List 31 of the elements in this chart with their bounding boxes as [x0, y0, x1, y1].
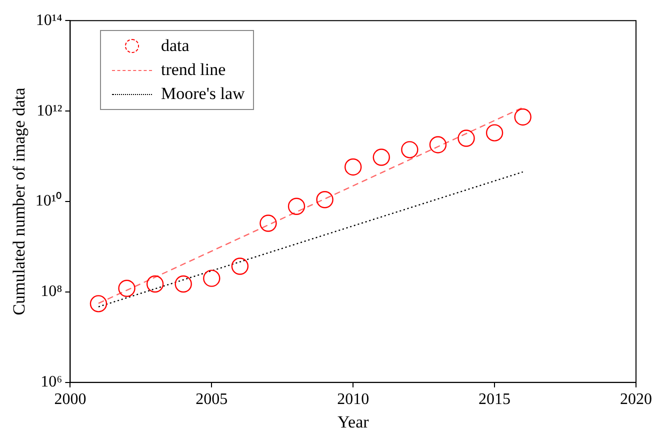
point — [146, 275, 164, 293]
x-tick-label: 2015 — [478, 391, 511, 408]
x-tick-label: 2020 — [620, 391, 652, 408]
x-tick-label: 2005 — [196, 391, 228, 408]
y-tick-label: 10⁸ — [40, 283, 62, 300]
point — [118, 280, 136, 297]
y-tick-label: 10¹² — [36, 102, 62, 120]
point — [344, 158, 362, 176]
legend-label: Moore's law — [161, 84, 245, 104]
x-tick-label: 2000 — [54, 391, 86, 408]
legend-label: trend line — [161, 60, 226, 80]
point — [203, 270, 220, 287]
point — [458, 130, 475, 147]
y-tick-label: 10¹⁰ — [35, 192, 62, 210]
legend-label: data — [161, 36, 190, 56]
point — [260, 214, 277, 232]
point — [316, 191, 334, 208]
point — [486, 124, 504, 142]
y-tick-label: 10⁶ — [40, 374, 62, 391]
point — [429, 136, 447, 154]
point — [401, 141, 418, 158]
point — [174, 275, 192, 293]
y-axis-title: Cumulated number of image data — [10, 87, 29, 316]
point — [231, 258, 249, 275]
x-tick-label: 2010 — [337, 391, 370, 408]
point — [90, 295, 108, 312]
x-axis-title: Year — [337, 412, 370, 432]
point — [514, 108, 532, 126]
y-tick-label: 10¹⁴ — [36, 12, 63, 29]
point — [372, 148, 390, 166]
point — [288, 198, 306, 215]
